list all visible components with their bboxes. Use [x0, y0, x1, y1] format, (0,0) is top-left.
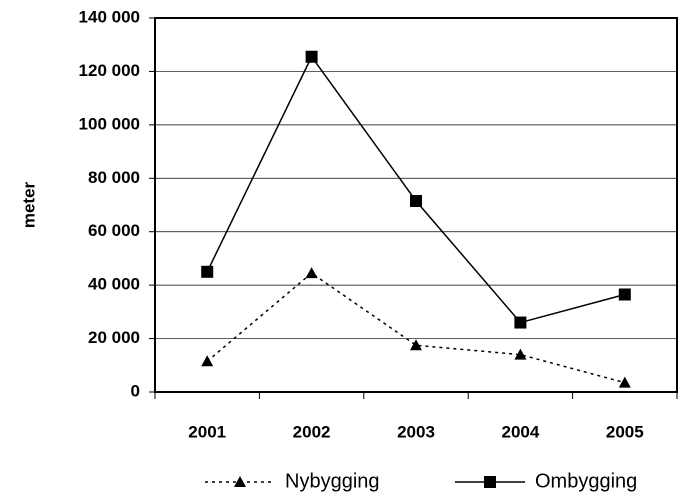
y-tick-label: 140 000	[79, 7, 140, 26]
marker-square	[514, 316, 527, 329]
plot-frame	[154, 17, 678, 393]
y-tick-label: 20 000	[88, 328, 140, 347]
y-axis-label: meter	[19, 181, 38, 228]
series-line	[206, 272, 625, 384]
y-tick-label: 0	[131, 381, 140, 400]
x-tick-label: 2002	[293, 422, 331, 441]
marker-triangle	[618, 376, 631, 388]
marker-square	[305, 50, 318, 63]
y-tick-label: 80 000	[88, 168, 140, 187]
legend-label: Nybygging	[285, 470, 380, 492]
y-tick-label: 120 000	[79, 61, 140, 80]
marker-square	[618, 288, 631, 301]
y-tick-label: 100 000	[79, 114, 140, 133]
legend-marker	[484, 476, 496, 488]
marker-triangle	[305, 267, 318, 279]
marker-triangle	[514, 348, 527, 360]
x-tick-label: 2005	[606, 422, 644, 441]
legend-label: Ombygging	[535, 470, 637, 492]
x-tick-label: 2003	[397, 422, 435, 441]
x-tick-label: 2001	[188, 422, 226, 441]
y-tick-label: 60 000	[88, 221, 140, 240]
marker-triangle	[410, 339, 422, 351]
legend-marker	[234, 476, 246, 487]
series-line	[206, 55, 625, 324]
marker-square	[201, 265, 214, 278]
y-tick-label: 40 000	[88, 275, 140, 294]
x-tick-label: 2004	[501, 422, 539, 441]
marker-square	[410, 194, 422, 207]
marker-triangle	[201, 355, 214, 367]
